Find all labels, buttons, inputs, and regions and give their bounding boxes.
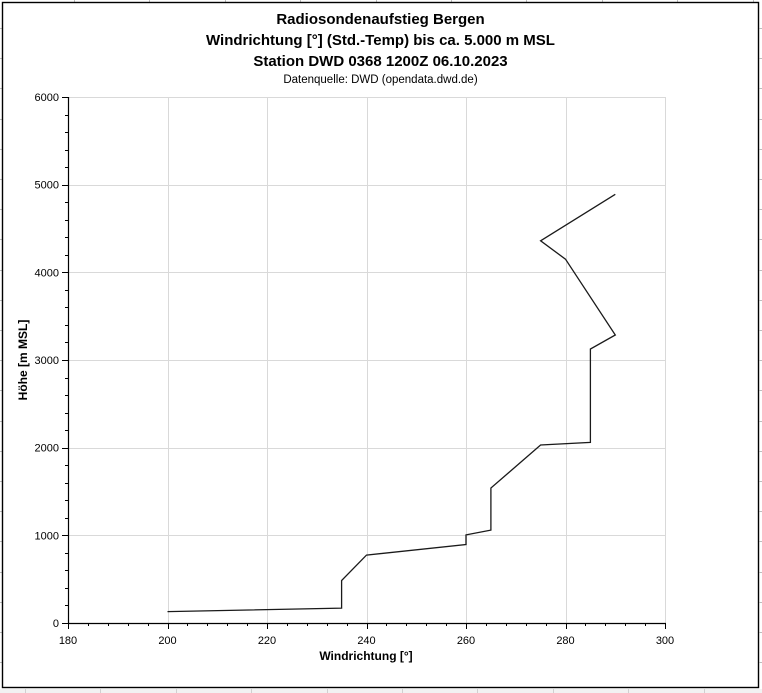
axis-tick-labels: 180 200 220 240 260 280 3000100020003000400050…	[35, 92, 675, 647]
y-axis-title: Höhe [m MSL]	[16, 320, 30, 401]
x-tick-label: 200	[158, 635, 176, 647]
y-tick-label: 1000	[35, 530, 59, 542]
y-tick-label: 3000	[35, 355, 59, 367]
x-tick-label: 280	[556, 635, 574, 647]
y-tick-label: 0	[53, 618, 59, 630]
x-tick-label: 300	[656, 635, 674, 647]
y-tick-label: 6000	[35, 92, 59, 104]
y-tick-label: 4000	[35, 267, 59, 279]
chart-gridlines	[68, 97, 666, 623]
series-polyline	[167, 193, 617, 613]
x-axis-title: Windrichtung [°]	[319, 649, 412, 663]
y-tick-label: 2000	[35, 443, 59, 455]
x-tick-label: 220	[258, 635, 276, 647]
x-tick-label: 180	[59, 635, 77, 647]
axis-ticks	[62, 97, 666, 629]
y-tick-label: 5000	[35, 180, 59, 192]
x-tick-label: 240	[357, 635, 375, 647]
wind-direction-series-line	[167, 193, 617, 613]
worksheet-bottom-band	[0, 689, 762, 693]
x-tick-label: 260	[457, 635, 475, 647]
